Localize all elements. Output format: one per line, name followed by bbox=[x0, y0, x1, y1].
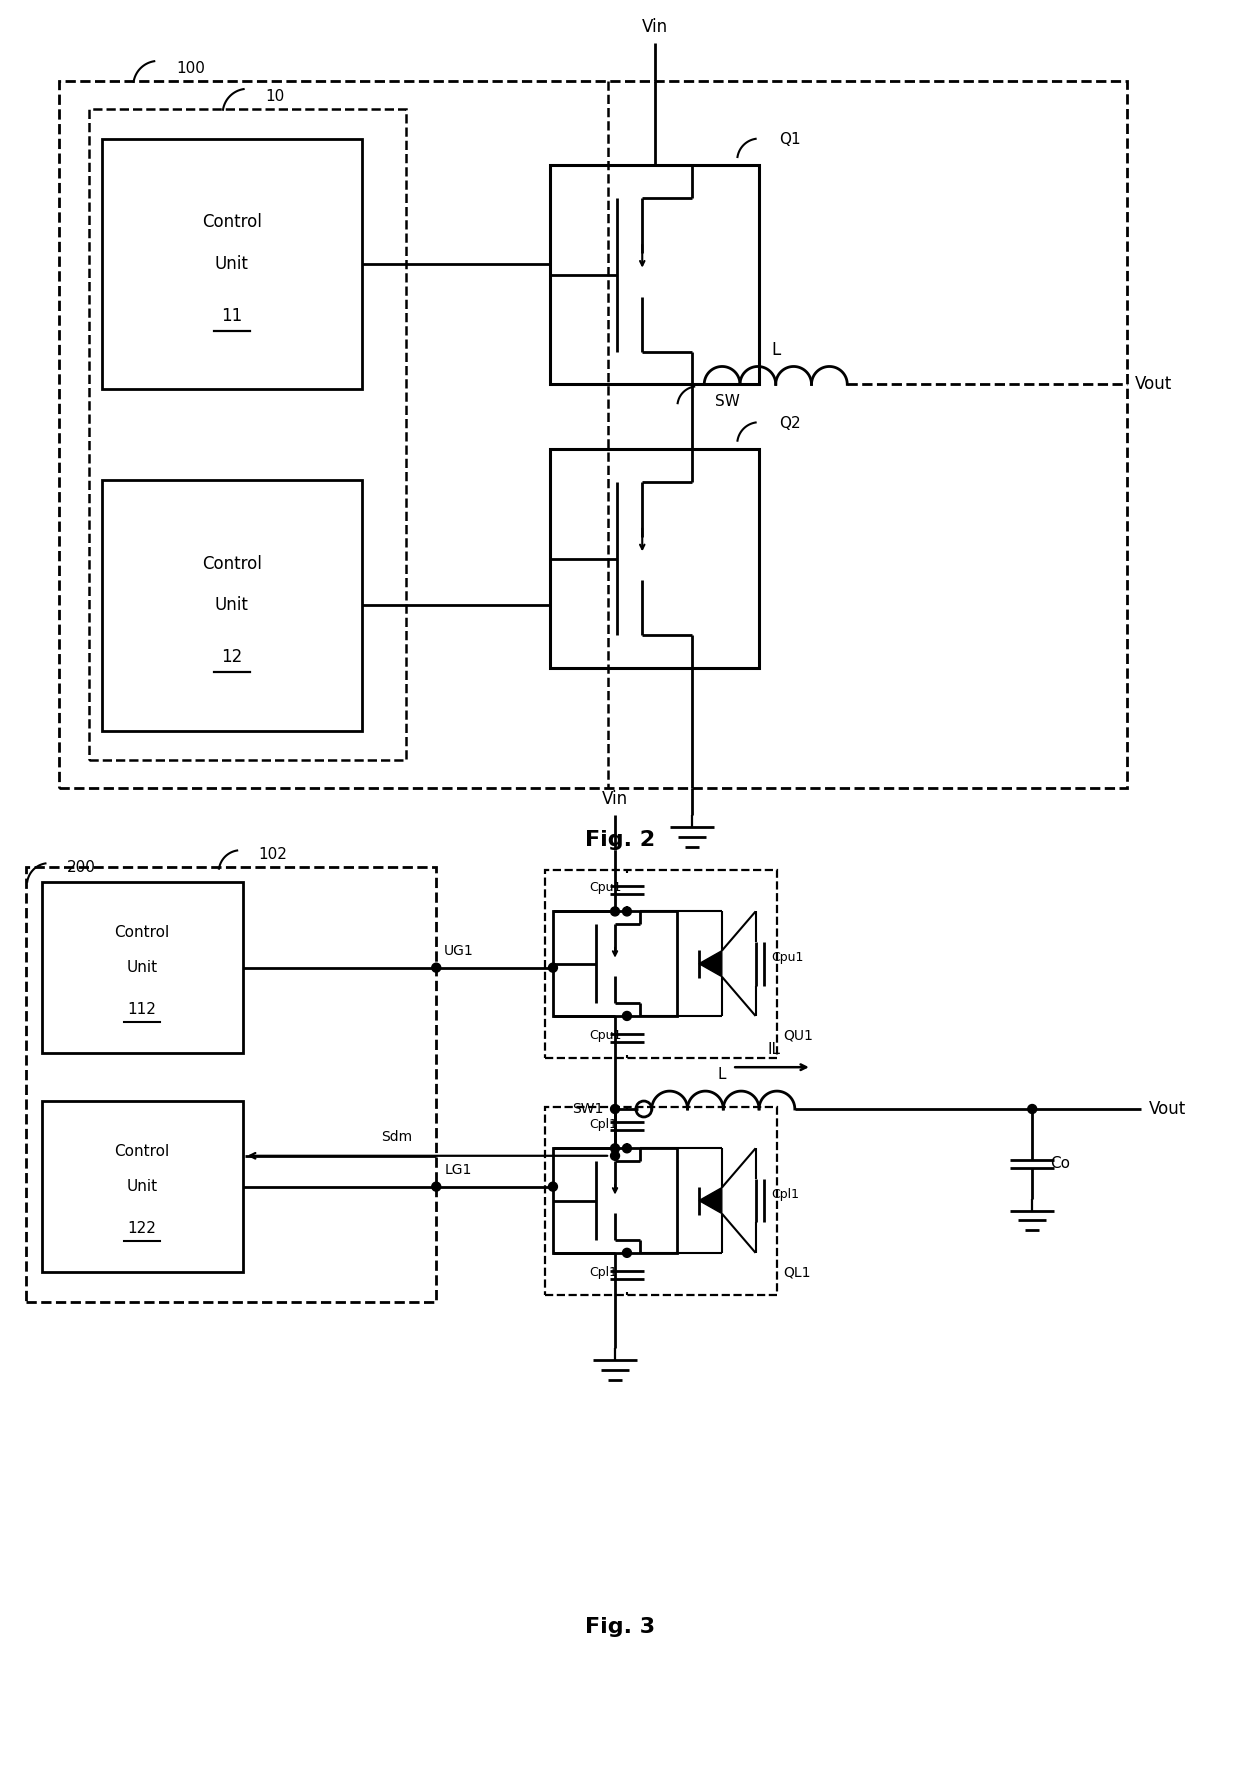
Text: 10: 10 bbox=[265, 88, 285, 104]
Text: 200: 200 bbox=[67, 860, 95, 874]
Circle shape bbox=[622, 1143, 631, 1152]
Circle shape bbox=[610, 1143, 620, 1152]
Polygon shape bbox=[699, 1188, 722, 1213]
Circle shape bbox=[622, 907, 631, 916]
Text: LG1: LG1 bbox=[444, 1163, 471, 1177]
Text: Fig. 3: Fig. 3 bbox=[585, 1616, 655, 1636]
Text: 112: 112 bbox=[128, 1002, 156, 1018]
Text: Q1: Q1 bbox=[779, 133, 801, 147]
Text: Vin: Vin bbox=[601, 790, 629, 808]
Text: Control: Control bbox=[202, 554, 262, 573]
Text: Fig. 2: Fig. 2 bbox=[585, 830, 655, 849]
Text: Co: Co bbox=[1050, 1156, 1070, 1172]
Text: Cpl1: Cpl1 bbox=[589, 1267, 618, 1279]
Circle shape bbox=[622, 1011, 631, 1020]
Text: Q2: Q2 bbox=[779, 416, 801, 432]
Text: 100: 100 bbox=[176, 61, 205, 75]
Text: L: L bbox=[717, 1068, 725, 1082]
Text: Cpl1: Cpl1 bbox=[771, 1188, 800, 1201]
Text: IL: IL bbox=[768, 1043, 780, 1057]
Text: L: L bbox=[771, 340, 780, 358]
Text: Vin: Vin bbox=[642, 18, 668, 36]
Text: Control: Control bbox=[114, 925, 170, 941]
Text: 122: 122 bbox=[128, 1220, 156, 1236]
Circle shape bbox=[610, 907, 620, 916]
Circle shape bbox=[610, 1104, 620, 1113]
Text: Control: Control bbox=[114, 1145, 170, 1159]
Text: Unit: Unit bbox=[126, 1179, 157, 1193]
Text: Unit: Unit bbox=[215, 597, 248, 615]
Text: Unit: Unit bbox=[126, 961, 157, 975]
Text: Cpu1: Cpu1 bbox=[771, 952, 804, 964]
Text: SW: SW bbox=[715, 394, 740, 409]
Text: QU1: QU1 bbox=[784, 1029, 813, 1043]
Circle shape bbox=[432, 1183, 440, 1192]
Text: 12: 12 bbox=[221, 649, 242, 667]
Text: Sdm: Sdm bbox=[382, 1129, 413, 1143]
Polygon shape bbox=[699, 952, 722, 977]
Circle shape bbox=[622, 1249, 631, 1258]
Text: Vout: Vout bbox=[1135, 375, 1172, 394]
Text: 11: 11 bbox=[221, 306, 242, 324]
Text: Cpu1: Cpu1 bbox=[589, 1029, 621, 1043]
Circle shape bbox=[548, 1183, 558, 1192]
Text: Control: Control bbox=[202, 213, 262, 231]
Text: 102: 102 bbox=[258, 848, 288, 862]
Text: Unit: Unit bbox=[215, 254, 248, 272]
Text: UG1: UG1 bbox=[444, 944, 474, 957]
Circle shape bbox=[1028, 1104, 1037, 1113]
Circle shape bbox=[548, 962, 558, 971]
Text: Vout: Vout bbox=[1148, 1100, 1185, 1118]
Text: QL1: QL1 bbox=[784, 1265, 811, 1279]
Text: SW1: SW1 bbox=[572, 1102, 603, 1116]
Text: Cpu1: Cpu1 bbox=[589, 882, 621, 894]
Circle shape bbox=[610, 1150, 620, 1159]
Circle shape bbox=[432, 962, 440, 971]
Text: Cpl1: Cpl1 bbox=[589, 1118, 618, 1131]
